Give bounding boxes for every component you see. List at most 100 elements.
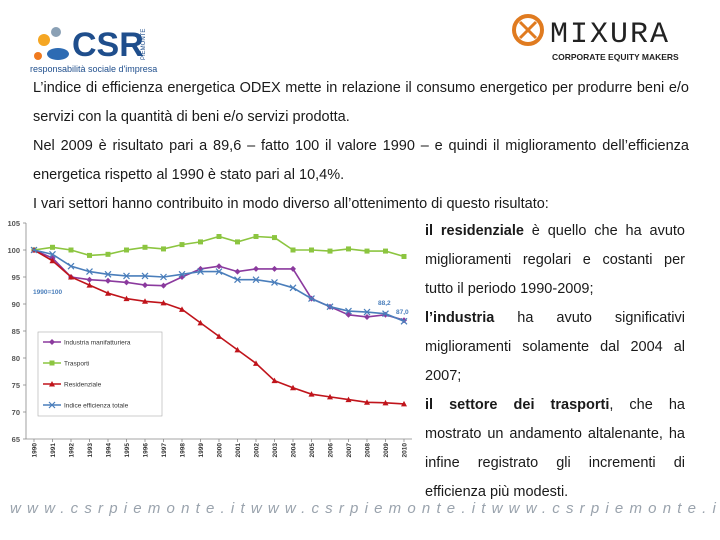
logo-tagline: responsabilità sociale d'impresa xyxy=(30,64,157,74)
marker xyxy=(197,319,204,326)
sector-text: ha avuto significativi miglioramenti sol… xyxy=(425,310,685,384)
marker xyxy=(401,253,407,259)
annotation: 1990=100 xyxy=(33,289,62,296)
x-tick-label: 1991 xyxy=(50,443,57,458)
marker xyxy=(253,265,259,272)
marker xyxy=(49,339,55,345)
logo-dot xyxy=(51,27,61,37)
legend-label: Residenziale xyxy=(64,382,102,389)
marker xyxy=(123,279,130,286)
legend-label: Indice efficienza totale xyxy=(64,403,129,410)
marker xyxy=(345,307,352,315)
marker xyxy=(104,270,112,278)
x-tick-label: 2008 xyxy=(365,443,372,458)
legend: Industria manifatturiera Trasporti Residen… xyxy=(37,331,163,417)
y-tick-label: 70 xyxy=(12,408,20,417)
marker xyxy=(160,299,167,306)
marker xyxy=(197,268,204,276)
sector-item: il settore dei trasporti, che ha mostrat… xyxy=(425,391,685,507)
x-tick-label: 2004 xyxy=(291,443,298,458)
marker xyxy=(179,306,185,312)
marker xyxy=(105,277,111,284)
marker xyxy=(253,234,259,239)
footer: www.csrpiemonte.it www.csrpiemonte.it ww… xyxy=(0,500,720,524)
marker xyxy=(49,250,56,258)
footer-url: www.csrpiemonte.it xyxy=(250,500,492,517)
x-tick-label: 2002 xyxy=(254,443,261,458)
csr-logo-graphic: CSR PIEMONTE responsabilità sociale d'im… xyxy=(30,26,157,74)
y-tick-label: 80 xyxy=(12,354,20,363)
legend-label: Trasporti xyxy=(64,361,89,368)
logo-dot xyxy=(34,52,42,60)
x-tick-label: 1998 xyxy=(180,443,187,458)
y-tick-label: 75 xyxy=(12,381,20,390)
x-tick-label: 1995 xyxy=(124,443,131,458)
logo-icon xyxy=(518,20,538,40)
marker xyxy=(161,246,166,252)
marker xyxy=(142,244,148,250)
marker xyxy=(216,263,222,270)
x-tick-label: 1996 xyxy=(143,443,150,458)
marker xyxy=(124,247,129,253)
marker xyxy=(105,251,111,257)
marker xyxy=(383,248,388,254)
x-tick-label: 2003 xyxy=(272,443,279,458)
marker xyxy=(290,384,296,391)
marker xyxy=(308,295,315,303)
marker xyxy=(363,308,371,316)
marker xyxy=(68,274,74,280)
marker xyxy=(327,248,333,254)
mixura-logo-graphic: MIXURA CORPORATE EQUITY MAKERS xyxy=(512,14,679,62)
footer-url: www.csrpiemonte.it xyxy=(10,500,251,517)
paragraph: L’indice di efficienza energetica ODEX m… xyxy=(33,80,689,125)
x-tick-label: 2010 xyxy=(402,443,409,458)
marker xyxy=(86,268,93,276)
marker xyxy=(271,265,278,272)
sector-text: , che ha mostrato un andamento altalenan… xyxy=(425,397,685,500)
sector-item: l’industria ha avuto significativi migli… xyxy=(425,304,685,391)
x-tick-label: 2001 xyxy=(235,443,242,458)
footer-url: www.csrpiemonte.it xyxy=(491,500,720,517)
marker xyxy=(160,273,167,281)
marker xyxy=(364,399,370,405)
x-tick-label: 1994 xyxy=(106,443,113,458)
x-tick-label: 1999 xyxy=(198,443,205,458)
marker xyxy=(400,317,408,325)
y-tick-label: 100 xyxy=(7,246,20,255)
marker xyxy=(67,262,75,270)
marker xyxy=(50,244,55,250)
annotation: 87,0 xyxy=(396,309,409,316)
marker xyxy=(142,298,148,304)
marker xyxy=(346,246,351,252)
marker xyxy=(271,278,278,286)
csr-logo: CSR PIEMONTE responsabilità sociale d'im… xyxy=(28,14,188,76)
marker xyxy=(271,377,278,384)
marker xyxy=(401,317,407,324)
marker xyxy=(142,282,148,289)
sector-item: il residenziale è quello che ha avuto mi… xyxy=(425,217,685,304)
marker xyxy=(68,247,74,253)
marker xyxy=(401,400,407,407)
x-tick-label: 1997 xyxy=(161,443,168,458)
y-tick-label: 85 xyxy=(12,327,20,336)
x-tick-label: 2005 xyxy=(309,443,316,458)
marker xyxy=(216,234,222,239)
marker xyxy=(345,396,352,403)
marker xyxy=(252,276,260,284)
logo-name: MIXURA xyxy=(550,18,670,52)
annotation: 88,2 xyxy=(378,300,391,307)
x-tick-label: 2000 xyxy=(217,443,224,458)
intro: L’indice di efficienza energetica ODEX m… xyxy=(33,74,689,219)
x-tick-label: 1993 xyxy=(87,443,94,458)
y-tick-label: 65 xyxy=(12,435,20,444)
legend-box xyxy=(37,331,163,417)
logo-tagline: CORPORATE EQUITY MAKERS xyxy=(552,52,679,62)
marker xyxy=(87,252,92,258)
sector-list: il residenziale è quello che ha avuto mi… xyxy=(425,217,685,507)
marker xyxy=(49,257,56,264)
paragraph: Nel 2009 è risultato pari a 89,6 – fatto… xyxy=(33,138,689,183)
marker xyxy=(364,313,370,320)
paragraph: I vari settori hanno contribuito in modo… xyxy=(33,196,549,212)
marker xyxy=(327,393,333,400)
